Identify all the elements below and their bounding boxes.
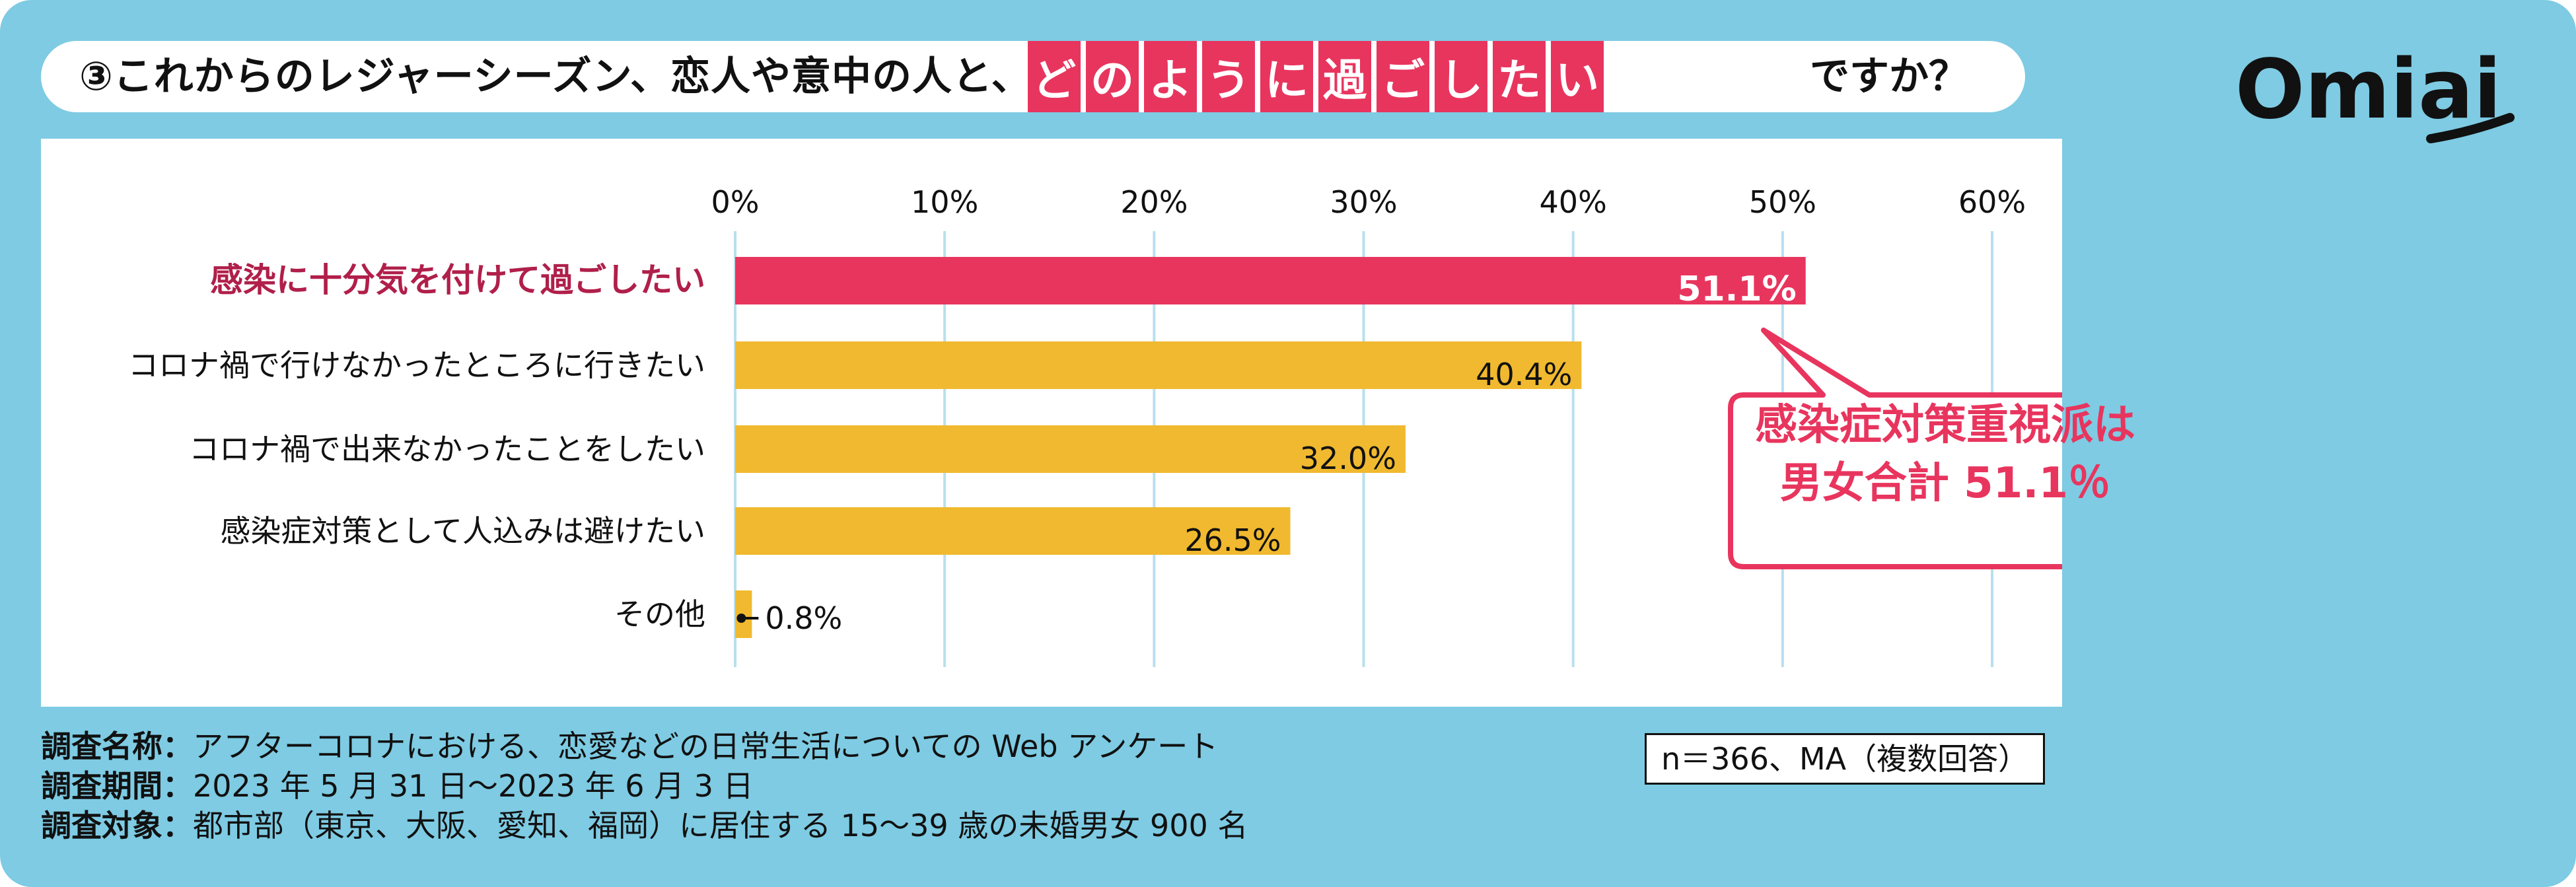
value-label: 51.1% (1677, 269, 1796, 309)
title-highlight-char: よ (1144, 41, 1197, 112)
logo-text: Omiai (2235, 42, 2501, 137)
x-tick-label: 20% (1120, 184, 1188, 220)
title-suffix: ですか？ (1810, 53, 1968, 100)
title-highlight-char: の (1086, 41, 1139, 112)
bar (735, 257, 1806, 304)
x-tick-label: 10% (911, 184, 978, 220)
category-label: 感染症対策として人込みは避けたい (220, 513, 705, 549)
chart-panel: 0% 10% 20% 30% 40% 50% 60% 感染に十分気を付けて過ごしたい 51.1%… (41, 139, 2062, 707)
x-tick-label: 60% (1958, 184, 2026, 220)
title-highlight-char: し (1435, 41, 1487, 112)
x-tick-label: 0% (711, 184, 760, 220)
title-highlight-char: た (1493, 41, 1546, 112)
footnote-survey-target: 調査対象：都市部（東京、大阪、愛知、福岡）に居住する 15〜39 歳の未婚男女 … (41, 808, 1248, 843)
value-label: 26.5% (1184, 522, 1281, 558)
omiai-logo: Omiai (2235, 42, 2515, 143)
footnote-survey-name: 調査名称：アフターコロナにおける、恋愛などの日常生活についての Web アンケー… (41, 728, 1219, 764)
value-label: 40.4% (1476, 357, 1572, 392)
bar (735, 507, 1291, 555)
title-highlight-char: ご (1377, 41, 1429, 112)
x-tick-label: 40% (1540, 184, 1607, 220)
footnote-survey-period: 調査期間：2023 年 5 月 31 日〜2023 年 6 月 3 日 (41, 768, 754, 804)
title-highlight-char: い (1551, 41, 1604, 112)
x-tick-label: 50% (1749, 184, 1816, 220)
footnotes: 調査名称：アフターコロナにおける、恋愛などの日常生活についての Web アンケー… (41, 727, 1248, 845)
value-label: 0.8% (765, 600, 842, 636)
bar-chart: 0% 10% 20% 30% 40% 50% 60% 感染に十分気を付けて過ごしたい 51.1%… (128, 184, 2062, 667)
title-highlight-char: ど (1028, 41, 1081, 112)
category-label: 感染に十分気を付けて過ごしたい (210, 261, 705, 299)
callout-bubble (1728, 328, 2062, 569)
bar (735, 341, 1582, 389)
title-highlight: どのように過ごしたい (1028, 41, 1604, 112)
title-highlight-char: 過 (1318, 41, 1371, 112)
category-label: その他 (614, 596, 705, 632)
callout-line-2: 男女合計 51.1％ (1779, 459, 2111, 508)
title-prefix: ③これからのレジャーシーズン、恋人や意中の人と、 (79, 53, 1032, 100)
bar (735, 425, 1406, 473)
category-label: コロナ禍で行けなかったところに行きたい (128, 347, 705, 383)
callout-text: 感染症対策重視派は 男女合計 51.1％ (1731, 396, 2160, 555)
x-tick-label: 30% (1330, 184, 1397, 220)
title-highlight-char: に (1260, 41, 1313, 112)
category-label: コロナ禍で出来なかったことをしたい (189, 431, 705, 467)
logo-smile-underline (2426, 113, 2515, 143)
value-label: 32.0% (1300, 441, 1396, 476)
sample-size-note: n＝366、MA（複数回答） (1645, 733, 2046, 785)
title-highlight-char: う (1202, 41, 1255, 112)
callout-line-1: 感染症対策重視派は (1755, 401, 2135, 450)
